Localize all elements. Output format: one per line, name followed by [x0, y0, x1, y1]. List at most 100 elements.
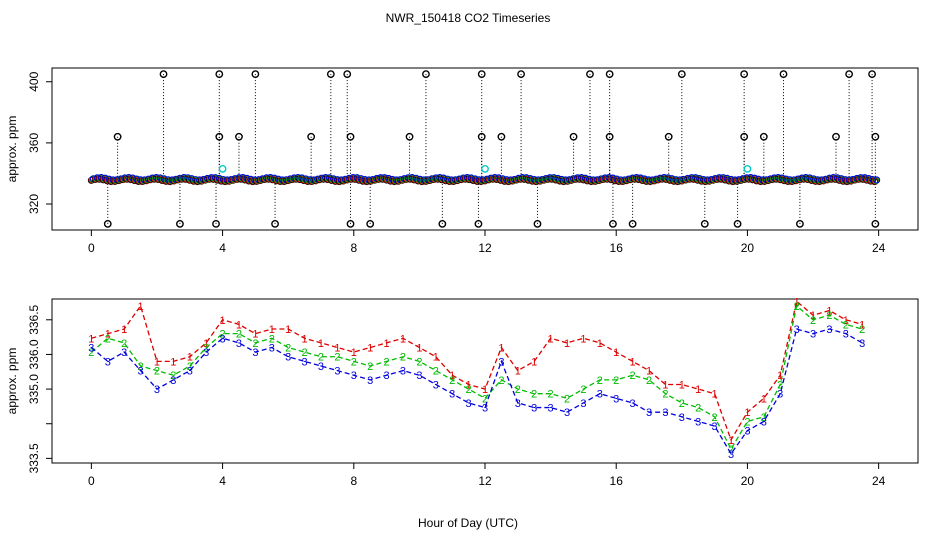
chart-title: NWR_150418 CO2 Timeseries: [386, 11, 551, 25]
series-marker-3: 3: [318, 361, 324, 373]
spike-point: [405, 132, 414, 141]
spike-point: [343, 70, 352, 79]
series-marker-1: 1: [400, 333, 406, 345]
cyan-point: [218, 164, 227, 173]
series-marker-3: 3: [564, 407, 570, 419]
series-marker-2: 2: [302, 347, 308, 359]
spike-point: [733, 219, 742, 228]
series-marker-1: 1: [252, 329, 258, 341]
series-marker-2: 2: [400, 352, 406, 364]
series-marker-2: 2: [548, 389, 554, 401]
series-marker-2: 2: [482, 393, 488, 405]
spike-point: [176, 219, 184, 228]
spike-point: [497, 132, 506, 141]
x-tick-label: 20: [741, 474, 755, 488]
series-marker-3: 3: [548, 403, 554, 415]
series-marker-1: 1: [269, 324, 275, 336]
series-marker-2: 2: [285, 343, 291, 355]
series-marker-2: 2: [761, 412, 767, 424]
series-marker-2: 2: [679, 398, 685, 410]
series-marker-1: 1: [728, 435, 734, 447]
spike-point: [700, 219, 709, 228]
spike-point: [845, 70, 854, 79]
series-marker-2: 2: [220, 329, 226, 341]
series-marker-1: 1: [170, 356, 176, 368]
spike-point: [664, 132, 673, 141]
series-marker-1: 1: [367, 343, 373, 355]
spike-point: [605, 70, 614, 79]
series-marker-2: 2: [351, 356, 357, 368]
series-marker-2: 2: [170, 370, 176, 382]
spike-point: [215, 132, 224, 141]
series-marker-3: 3: [170, 375, 176, 387]
series-marker-2: 2: [662, 389, 668, 401]
spike-point: [569, 132, 578, 141]
spike-point: [832, 132, 840, 141]
series-marker-3: 3: [220, 333, 226, 345]
series-marker-3: 3: [482, 403, 488, 415]
x-tick-label: 24: [872, 241, 886, 255]
series-marker-1: 1: [384, 338, 390, 350]
series-marker-1: 1: [744, 407, 750, 419]
series-marker-1: 1: [416, 343, 422, 355]
cyan-point: [743, 164, 752, 173]
panel-top-marks: [87, 70, 881, 228]
series-marker-2: 2: [646, 375, 652, 387]
series-marker-1: 1: [318, 338, 324, 350]
series-marker-3: 3: [236, 338, 242, 350]
spike-point: [251, 70, 260, 79]
series-marker-2: 2: [252, 338, 258, 350]
series-marker-2: 2: [334, 352, 340, 364]
x-tick-label: 4: [219, 474, 226, 488]
series-marker-1: 1: [88, 333, 94, 345]
series-marker-3: 3: [302, 356, 308, 368]
spike-point: [307, 132, 316, 141]
series-marker-2: 2: [728, 444, 734, 456]
series-marker-1: 1: [351, 347, 357, 359]
spike-point: [677, 70, 686, 79]
series-marker-3: 3: [105, 356, 111, 368]
series-marker-1: 1: [187, 352, 193, 364]
panel-bottom-frame: [51, 298, 919, 464]
series-marker-1: 1: [466, 379, 472, 391]
series-marker-2: 2: [794, 301, 800, 313]
series-marker-2: 2: [416, 356, 422, 368]
series-marker-1: 1: [433, 352, 439, 364]
spike-point: [271, 219, 279, 228]
spike-point: [474, 219, 483, 228]
series-marker-1: 1: [859, 319, 865, 331]
series-marker-1: 1: [515, 366, 521, 378]
spike-point: [103, 219, 112, 228]
spike-point: [871, 132, 880, 141]
series-marker-3: 3: [269, 343, 275, 355]
spike-point: [477, 132, 486, 141]
series-marker-2: 2: [236, 329, 242, 341]
spike-point: [796, 219, 804, 228]
series-marker-1: 1: [630, 356, 636, 368]
spike-point: [326, 70, 335, 79]
series-marker-1: 1: [302, 333, 308, 345]
series-marker-2: 2: [318, 352, 324, 364]
series-marker-2: 2: [466, 384, 472, 396]
series-marker-1: 1: [334, 343, 340, 355]
panel-top-axes: 0 4 8 12 16 20 24 320 360 400: [27, 71, 886, 255]
series-marker-1: 1: [613, 347, 619, 359]
series-marker-1: 1: [121, 324, 127, 336]
series-marker-1: 1: [761, 393, 767, 405]
series-marker-3: 3: [88, 343, 94, 355]
series-marker-2: 2: [154, 366, 160, 378]
series-marker-3: 3: [531, 403, 537, 415]
series-marker-3: 3: [400, 366, 406, 378]
spike-point: [609, 219, 617, 228]
spike-point: [346, 132, 355, 141]
series-marker-2: 2: [515, 384, 521, 396]
series-marker-3: 3: [630, 398, 636, 410]
x-tick-label: 12: [478, 474, 492, 488]
x-tick-label: 16: [610, 241, 624, 255]
series-marker-3: 3: [334, 366, 340, 378]
series-marker-3: 3: [777, 389, 783, 401]
y-tick-label: 336.5: [27, 304, 41, 334]
series-marker-2: 2: [712, 412, 718, 424]
